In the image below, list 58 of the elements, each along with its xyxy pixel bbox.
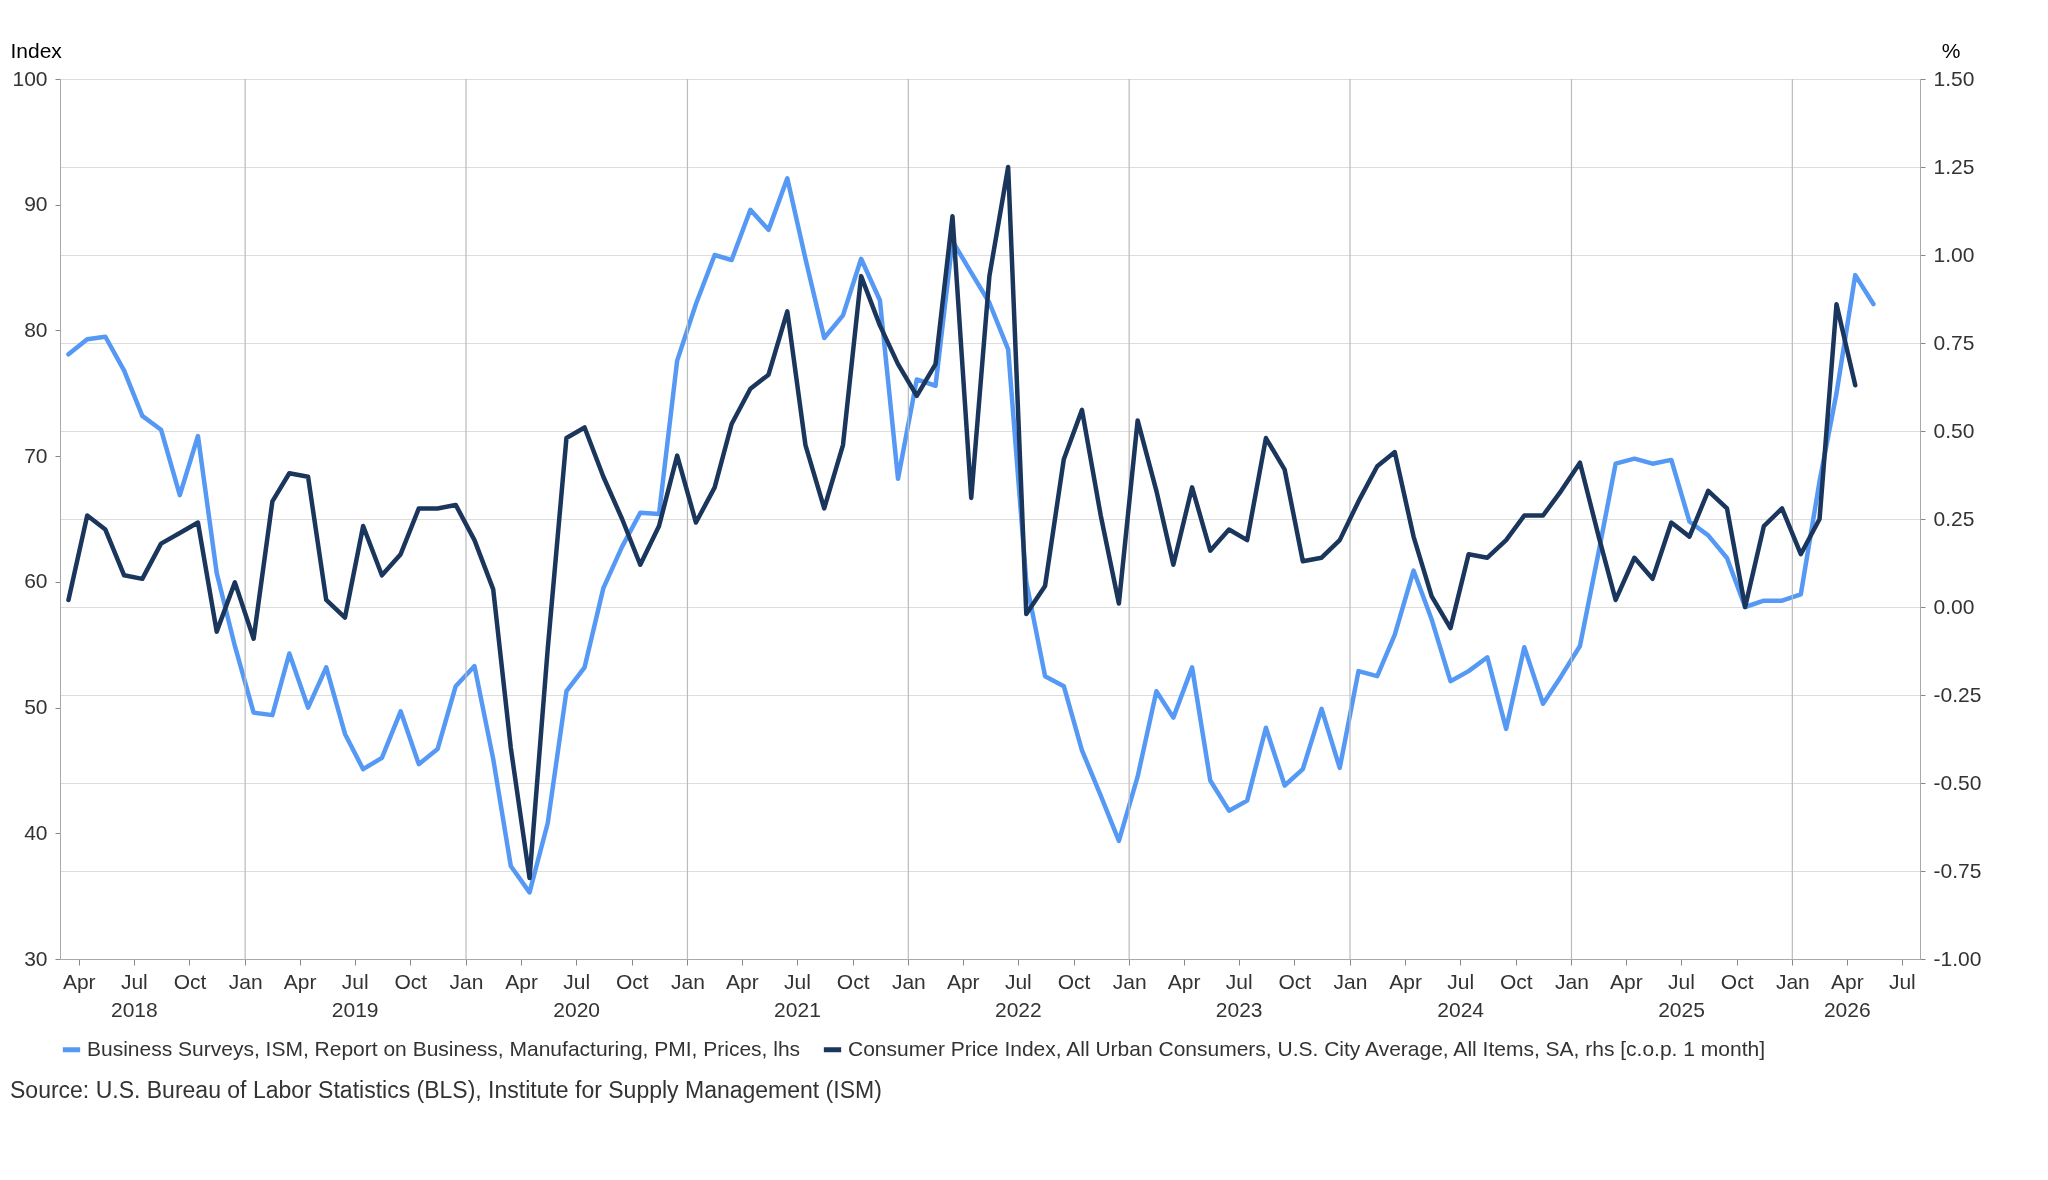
x-tick-label: Jan [891, 969, 926, 993]
x-tick-label: Jan [449, 969, 484, 993]
y-tick-label: 100 [12, 66, 48, 90]
x-tick-label: Jul 2022 [994, 969, 1042, 1021]
x-tick-label: Jul 2024 [1437, 969, 1485, 1021]
x-tick-label: Apr 2026 [1823, 969, 1871, 1021]
x-tick-label: Apr [946, 969, 980, 993]
x-tick-label: Oct [615, 969, 649, 993]
y2-tick-label: 0.75 [1933, 330, 1975, 354]
x-tick-label: Jan [1333, 969, 1368, 993]
y2-tick-label: -0.25 [1933, 682, 1982, 706]
x-tick-label: Jan [1555, 969, 1589, 993]
y2-tick-label: -1.00 [1933, 946, 1982, 970]
x-tick-label: Oct [836, 969, 870, 993]
x-tick-label: Jan [1775, 969, 1810, 993]
y-tick-label: 90 [24, 192, 48, 216]
y-tick-label: 70 [24, 443, 48, 467]
x-tick-label: Jan [228, 969, 263, 993]
x-tick-label: Apr [1610, 969, 1643, 993]
x-tick-label: Jul 2018 [110, 969, 158, 1021]
y2-tick-label: 1.00 [1933, 242, 1975, 266]
y2-tick-label: 0.50 [1933, 418, 1975, 442]
x-tick-label: Apr [62, 969, 96, 993]
y-axis-title: Index [10, 38, 63, 62]
x-tick-label: Oct [1720, 969, 1754, 993]
x-tick-label: Jan [671, 969, 705, 993]
x-tick-label: Jul 2021 [774, 969, 821, 1021]
y2-axis-title: % [1941, 38, 1961, 62]
y-tick-label: 30 [24, 946, 48, 970]
y2-tick-label: -0.50 [1933, 770, 1982, 794]
y2-tick-label: 1.25 [1933, 154, 1975, 178]
y2-tick-label: 0.25 [1933, 506, 1975, 530]
x-tick-label: Oct [173, 969, 207, 993]
x-tick-label: Apr [1389, 969, 1422, 993]
y2-tick-label: 0.00 [1933, 594, 1975, 618]
x-tick-label: Apr [283, 969, 317, 993]
y-tick-label: 50 [24, 695, 48, 719]
legend-label: Consumer Price Index, All Urban Consumers, U.S. City Average, All Items, SA, rhs [c.o.p. 1 month] [848, 1036, 1765, 1060]
x-tick-label: Oct [1057, 969, 1091, 993]
x-tick-label: Oct [1499, 969, 1533, 993]
x-tick-label: Apr [1167, 969, 1201, 993]
x-tick-label: Jul 2025 [1658, 969, 1705, 1021]
x-tick-label: Jan [1112, 969, 1147, 993]
y-tick-label: 60 [24, 569, 48, 593]
y-tick-label: 80 [24, 317, 48, 341]
y-tick-label: 40 [24, 820, 48, 844]
x-tick-label: Oct [1278, 969, 1312, 993]
source-note: Source: U.S. Bureau of Labor Statistics (BLS), Institute for Supply Management (ISM) [10, 1077, 882, 1103]
y2-tick-label: -0.75 [1933, 858, 1982, 882]
x-tick-label: Jul [1888, 969, 1916, 993]
x-tick-label: Jul 2020 [553, 969, 600, 1021]
x-tick-label: Jul 2023 [1215, 969, 1263, 1021]
y2-tick-label: 1.50 [1933, 66, 1975, 90]
x-tick-label: Jul 2019 [331, 969, 379, 1021]
x-tick-label: Oct [394, 969, 428, 993]
legend-label: Business Surveys, ISM, Report on Business, Manufacturing, PMI, Prices, lhs [87, 1036, 801, 1060]
x-tick-label: Apr [726, 969, 759, 993]
x-tick-label: Apr [505, 969, 538, 993]
